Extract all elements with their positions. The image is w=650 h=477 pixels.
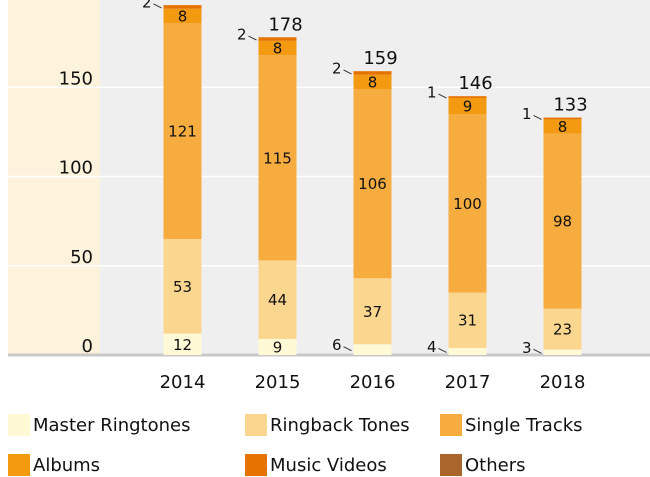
bar-segment: [163, 8, 202, 23]
leader-line: [533, 348, 542, 354]
bar-segment: [353, 74, 392, 90]
bar-segment: [258, 37, 297, 41]
x-tick-label: 2018: [540, 372, 586, 393]
data-label: 8: [368, 73, 378, 91]
total-label: 178: [268, 14, 302, 35]
bar-segment: [163, 5, 202, 9]
x-tick-label: 2016: [350, 372, 396, 393]
data-label: 31: [458, 312, 477, 330]
x-tick-label: 2014: [160, 372, 206, 393]
data-label: 8: [558, 118, 568, 136]
leader-line: [248, 35, 257, 41]
bar-segment: [353, 344, 392, 355]
bar-segment: [258, 260, 297, 339]
legend-label: Single Tracks: [465, 415, 583, 436]
data-label: 3: [522, 339, 532, 357]
bar-segment: [543, 308, 582, 350]
legend-swatch: [245, 454, 267, 476]
data-label: 2: [332, 59, 342, 77]
data-label: 1: [427, 84, 437, 102]
bar-segment: [543, 117, 582, 120]
data-label: 115: [263, 149, 292, 167]
legend-swatch: [8, 414, 30, 436]
bar-segment: [448, 347, 487, 355]
label-column: [8, 0, 100, 356]
y-tick-label: 50: [70, 247, 93, 268]
data-label: 44: [268, 291, 287, 309]
leader-line: [343, 346, 352, 352]
data-label: 6: [332, 336, 342, 354]
plot-background: [8, 0, 650, 356]
bar-segment: [543, 119, 582, 134]
total-label: 197: [173, 0, 207, 3]
legend-label: Albums: [33, 455, 100, 476]
data-label: 98: [553, 213, 572, 231]
data-label: 106: [358, 175, 387, 193]
legend-swatch: [440, 414, 462, 436]
total-label: 146: [458, 73, 492, 94]
data-label: 2: [237, 26, 247, 44]
bar-segment: [163, 238, 202, 334]
leader-line: [343, 69, 352, 75]
legend-label: Music Videos: [270, 455, 387, 476]
total-label: 159: [363, 48, 397, 69]
data-label: 8: [273, 39, 283, 57]
bar-segment: [163, 333, 202, 355]
legend-label: Ringback Tones: [270, 415, 410, 436]
data-label: 8: [178, 7, 188, 25]
data-label: 121: [168, 122, 197, 140]
bar-segment: [353, 71, 392, 75]
data-label: 9: [273, 338, 283, 356]
leader-line: [438, 347, 447, 353]
data-label: 37: [363, 303, 382, 321]
y-tick-label: 100: [59, 158, 93, 179]
legend-swatch: [8, 454, 30, 476]
legend-swatch: [440, 454, 462, 476]
x-tick-label: 2015: [255, 372, 301, 393]
y-tick-label: 0: [82, 336, 93, 357]
bar-segment: [448, 114, 487, 293]
total-label: 133: [553, 95, 587, 116]
y-tick-label: 150: [59, 68, 93, 89]
data-label: 23: [553, 321, 572, 339]
legend-swatch: [245, 414, 267, 436]
data-label: 4: [427, 338, 437, 356]
bar-segment: [258, 55, 297, 261]
leader-line: [153, 3, 162, 9]
x-tick-label: 2017: [445, 372, 491, 393]
bar-segment: [258, 40, 297, 56]
legend-label: Master Ringtones: [33, 415, 190, 436]
bar-segment: [448, 96, 487, 98]
bar-segment: [353, 278, 392, 345]
data-label: 12: [173, 336, 192, 354]
bar-segment: [353, 89, 392, 279]
bar-segment: [448, 97, 487, 115]
bar-segment: [543, 349, 582, 355]
data-label: 100: [453, 195, 482, 213]
bar-segment: [448, 292, 487, 348]
data-label: 1: [522, 105, 532, 123]
leader-line: [438, 93, 447, 99]
data-label: 2: [142, 0, 152, 11]
bar-segment: [163, 22, 202, 239]
data-label: 53: [173, 278, 192, 296]
leader-line: [533, 115, 542, 120]
data-label: 9: [463, 97, 473, 115]
bar-segment: [258, 338, 297, 355]
legend-label: Others: [465, 455, 526, 476]
bar-segment: [543, 133, 582, 309]
